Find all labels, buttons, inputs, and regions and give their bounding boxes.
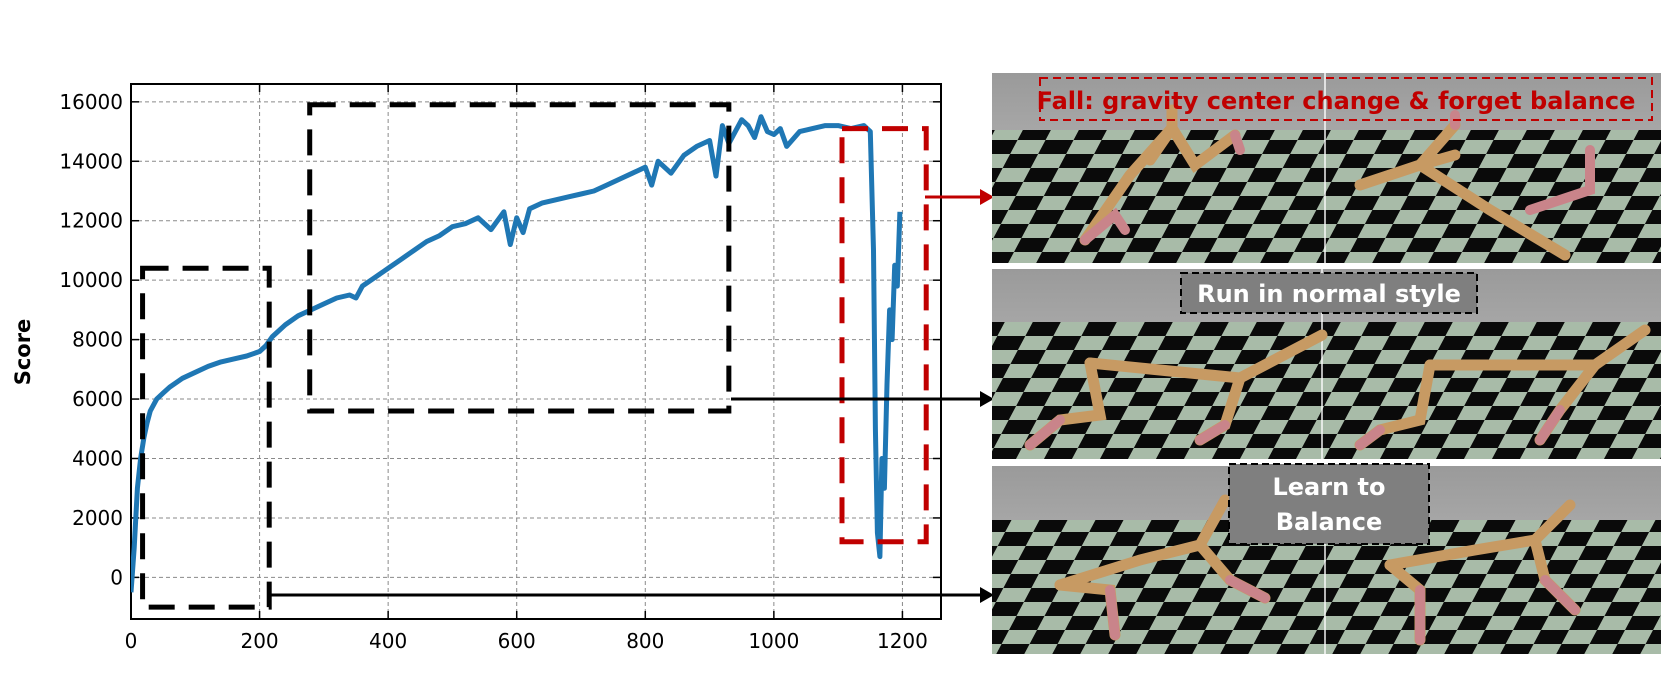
- x-tick-label: 400: [369, 629, 407, 653]
- y-tick-label: 2000: [72, 506, 123, 530]
- arrow-red-head: [980, 189, 994, 205]
- robot-figure-balance-2: [1384, 499, 1581, 646]
- robot-figure-balance-1: [1054, 494, 1271, 641]
- y-tick-label: 0: [110, 565, 123, 589]
- y-tick-label: 12000: [59, 209, 123, 233]
- tick-labels: 0 200 400 600 800 1000 12000200040006000800010…: [59, 90, 928, 653]
- robot-figure-fall-2: [1354, 110, 1595, 261]
- panel-balance-caption-line2: Balance: [1276, 508, 1383, 536]
- x-tick-label: 200: [240, 629, 278, 653]
- x-tick-label: 0: [125, 629, 138, 653]
- y-tick-label: 10000: [59, 268, 123, 292]
- robot-figure-run-2: [1354, 324, 1651, 451]
- arrows: [270, 189, 994, 603]
- panel-balance-caption-box: [1228, 463, 1430, 545]
- annotation-box-0: [140, 265, 272, 610]
- y-tick-label: 8000: [72, 328, 123, 352]
- x-tick-label: 600: [498, 629, 536, 653]
- panel-run: Run in normal style: [992, 269, 1661, 459]
- y-tick-label: 4000: [72, 447, 123, 471]
- annotation-boxes: [140, 102, 929, 610]
- robot-figure-run-1: [1024, 329, 1328, 451]
- y-axis-label: Score: [11, 319, 35, 386]
- annotation-box-2: [839, 126, 929, 545]
- y-tick-label: 16000: [59, 90, 123, 114]
- panel-fall-caption-box: [1039, 77, 1653, 121]
- x-tick-label: 1200: [877, 629, 928, 653]
- x-tick-label: 800: [626, 629, 664, 653]
- panel-run-caption: Run in normal style: [1197, 280, 1461, 308]
- score-series-line: [131, 114, 903, 593]
- y-tick-label: 6000: [72, 387, 123, 411]
- panel-run-floor: [992, 322, 1661, 459]
- axes: [130, 83, 942, 620]
- arrow-bottom-head: [980, 587, 994, 603]
- panel-balance: Learn to Balance: [992, 463, 1661, 654]
- panel-balance-caption-line1: Learn to: [1272, 473, 1385, 501]
- x-tick-label: 1000: [748, 629, 799, 653]
- panel-fall: Fall: gravity center change & forget bal…: [992, 73, 1661, 263]
- arrow-middle-head: [980, 391, 994, 407]
- panel-fall-caption: Fall: gravity center change & forget bal…: [1037, 87, 1636, 115]
- plot-frame: [130, 83, 942, 620]
- annotation-box-1: [307, 102, 732, 414]
- panel-run-caption-box: [1180, 272, 1478, 314]
- y-tick-label: 14000: [59, 149, 123, 173]
